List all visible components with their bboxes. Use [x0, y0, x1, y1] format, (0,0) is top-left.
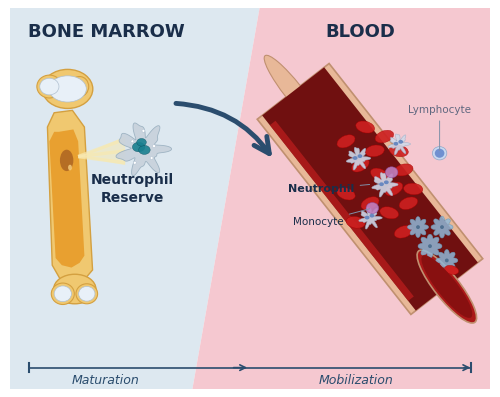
Ellipse shape [370, 214, 374, 218]
Text: Monocyte: Monocyte [293, 209, 370, 227]
Ellipse shape [142, 129, 145, 132]
Polygon shape [431, 216, 453, 238]
Ellipse shape [435, 149, 444, 158]
Ellipse shape [404, 183, 423, 195]
Text: Neutrophil: Neutrophil [288, 184, 370, 194]
Ellipse shape [380, 207, 398, 219]
Polygon shape [408, 217, 428, 237]
Ellipse shape [150, 156, 153, 160]
Polygon shape [359, 207, 382, 229]
Ellipse shape [379, 182, 384, 186]
Polygon shape [78, 137, 125, 165]
Ellipse shape [440, 225, 444, 229]
Ellipse shape [364, 216, 370, 220]
Ellipse shape [375, 130, 394, 143]
Ellipse shape [394, 142, 398, 146]
Ellipse shape [337, 135, 355, 148]
Ellipse shape [445, 258, 448, 262]
Ellipse shape [416, 225, 420, 229]
Ellipse shape [399, 197, 417, 210]
Ellipse shape [386, 167, 398, 178]
Ellipse shape [152, 145, 156, 148]
Polygon shape [50, 129, 84, 268]
Ellipse shape [49, 76, 86, 102]
Ellipse shape [60, 150, 74, 171]
Ellipse shape [385, 182, 403, 196]
Ellipse shape [68, 165, 72, 170]
Ellipse shape [394, 225, 413, 238]
Ellipse shape [428, 244, 432, 248]
Polygon shape [388, 134, 410, 155]
Text: BONE MARROW: BONE MARROW [28, 23, 184, 41]
Ellipse shape [426, 263, 440, 272]
Polygon shape [436, 249, 458, 272]
Text: Neutrophil
Reserve: Neutrophil Reserve [91, 173, 174, 204]
Ellipse shape [361, 197, 379, 210]
Ellipse shape [384, 180, 388, 184]
Polygon shape [257, 64, 483, 314]
Ellipse shape [134, 161, 136, 164]
Polygon shape [346, 147, 370, 170]
Ellipse shape [78, 286, 95, 301]
Ellipse shape [37, 75, 62, 98]
Ellipse shape [358, 154, 362, 158]
Ellipse shape [352, 158, 369, 172]
Polygon shape [10, 8, 260, 389]
Ellipse shape [346, 216, 365, 228]
Ellipse shape [417, 250, 476, 323]
Ellipse shape [54, 274, 96, 304]
Ellipse shape [136, 139, 146, 146]
Ellipse shape [394, 164, 413, 176]
Ellipse shape [444, 266, 458, 274]
Ellipse shape [52, 283, 74, 304]
Ellipse shape [54, 286, 72, 302]
Ellipse shape [132, 142, 145, 152]
Ellipse shape [432, 146, 447, 160]
Ellipse shape [398, 140, 403, 144]
Polygon shape [48, 110, 92, 284]
Text: Lymphocyte: Lymphocyte [408, 105, 471, 150]
Ellipse shape [352, 156, 358, 160]
Polygon shape [192, 8, 490, 389]
Ellipse shape [390, 145, 408, 157]
Polygon shape [418, 234, 442, 258]
Ellipse shape [366, 145, 384, 157]
Ellipse shape [42, 69, 93, 108]
Ellipse shape [40, 78, 59, 95]
Ellipse shape [131, 140, 134, 143]
Text: Maturation: Maturation [72, 374, 140, 387]
Polygon shape [262, 67, 478, 310]
Text: BLOOD: BLOOD [326, 23, 396, 41]
Polygon shape [270, 121, 414, 301]
Ellipse shape [264, 55, 322, 127]
Polygon shape [372, 173, 398, 197]
Ellipse shape [76, 284, 98, 304]
Ellipse shape [422, 255, 472, 318]
Polygon shape [116, 123, 172, 176]
Ellipse shape [356, 121, 374, 133]
Ellipse shape [370, 168, 388, 181]
Ellipse shape [138, 145, 150, 154]
Ellipse shape [366, 202, 378, 214]
Ellipse shape [337, 187, 355, 200]
Text: Mobilization: Mobilization [318, 374, 393, 387]
Ellipse shape [70, 77, 88, 96]
